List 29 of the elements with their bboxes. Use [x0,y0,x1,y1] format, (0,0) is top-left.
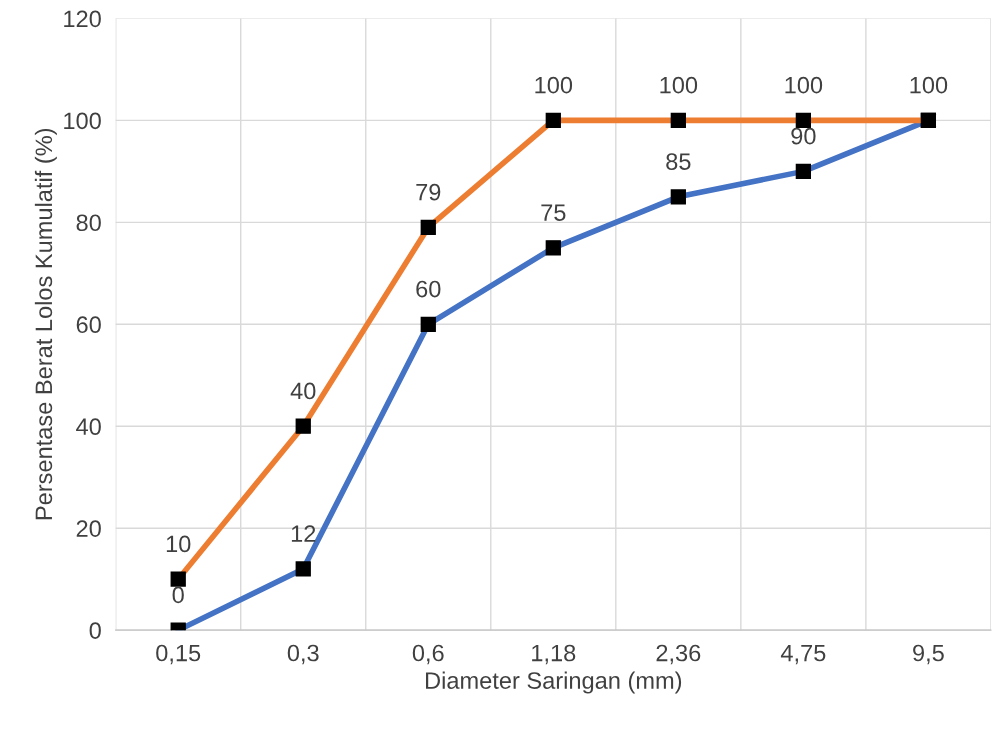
data-label: 40 [290,382,316,400]
x-tick-label: 1,18 [532,644,576,665]
x-tick-label: 0,15 [156,644,201,665]
x-tick-label: 0,3 [287,644,319,665]
data-label: 85 [666,153,691,170]
y-tick-label: 100 [64,112,101,130]
data-label: 75 [541,204,566,221]
data-label: 12 [291,525,316,542]
data-label: 100 [910,76,948,94]
data-label: 90 [791,127,816,145]
x-tick-label: 9,5 [913,644,944,665]
data-label: 79 [416,183,441,201]
data-label: 0 [172,586,184,604]
data-label: 60 [416,280,441,298]
data-label: 100 [660,76,698,94]
y-tick-label: 80 [76,214,101,232]
x-axis-title: Diameter Saringan (mm) [426,671,682,694]
y-tick-label: 60 [76,316,101,334]
y-axis-title: Persentase Berat Lolos Kumulatif (%) [34,128,57,520]
data-label: 10 [166,535,191,553]
x-tick-label: 0,6 [412,644,444,665]
y-tick-label: 20 [76,520,101,537]
y-tick-label: 120 [64,10,101,28]
data-label: 100 [785,76,823,94]
data-label: 100 [535,76,573,94]
y-tick-label: 0 [89,622,101,639]
x-tick-label: 4,75 [780,644,826,665]
y-tick-label: 40 [76,418,101,436]
x-tick-label: 2,36 [656,644,701,665]
